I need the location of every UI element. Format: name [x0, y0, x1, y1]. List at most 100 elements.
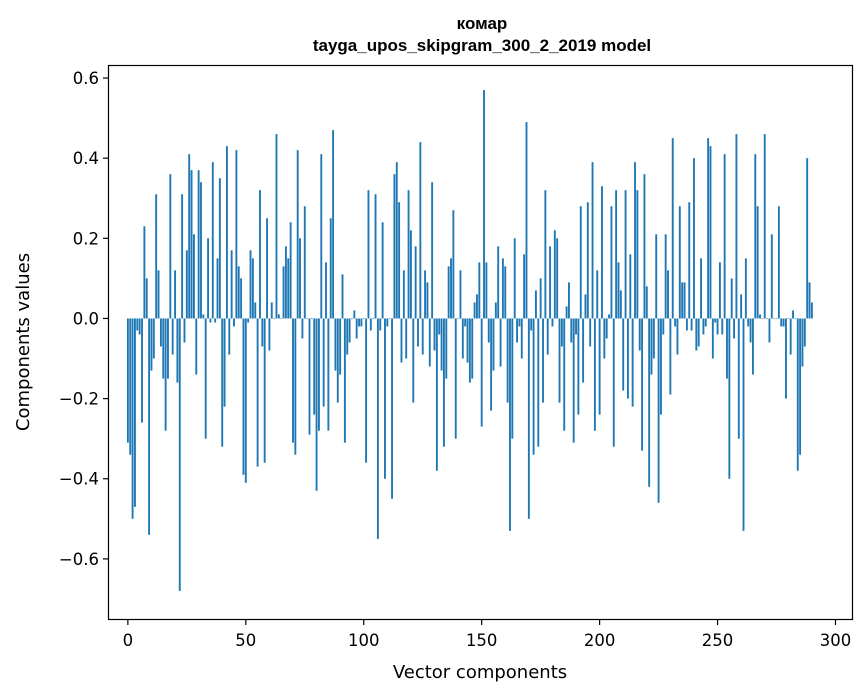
bar: [348, 318, 351, 343]
bar: [200, 182, 202, 319]
bar: [775, 318, 778, 320]
bar: [714, 318, 717, 323]
bar: [726, 318, 728, 379]
bar: [136, 318, 139, 331]
x-tick-label: 300: [820, 631, 852, 650]
bar: [152, 318, 155, 359]
bar: [313, 318, 316, 415]
bar: [624, 190, 627, 319]
bar: [327, 318, 330, 431]
bar: [485, 262, 488, 319]
bar: [648, 318, 651, 487]
bar: [400, 318, 403, 363]
bar: [374, 194, 377, 319]
bar: [362, 318, 365, 320]
bar: [662, 318, 665, 335]
bar: [329, 218, 332, 319]
bar: [254, 302, 257, 319]
bar: [516, 318, 519, 343]
bar: [138, 318, 141, 335]
bar: [688, 202, 691, 319]
bar: [275, 134, 278, 319]
bar: [405, 318, 408, 359]
bar: [459, 270, 462, 319]
bar: [754, 154, 757, 319]
bar: [143, 226, 146, 319]
bar: [159, 318, 162, 347]
bar: [277, 314, 280, 319]
bar: [428, 318, 431, 367]
bar: [766, 318, 769, 320]
bar: [539, 278, 542, 319]
bar: [202, 314, 205, 319]
bar: [148, 318, 151, 535]
bar: [617, 262, 620, 319]
bar: [310, 318, 313, 320]
bar: [669, 318, 672, 395]
chart-subtitle: tayga_upos_skipgram_300_2_2019 model: [313, 36, 651, 55]
bar: [709, 146, 712, 319]
bar: [365, 318, 368, 463]
bar: [478, 262, 481, 319]
bar: [468, 318, 471, 383]
bar: [501, 258, 504, 319]
bar: [353, 310, 356, 319]
y-tick-label: −0.6: [59, 550, 99, 569]
bar: [242, 318, 245, 475]
bar: [424, 270, 427, 319]
bar: [799, 318, 802, 455]
y-tick-label: 0.0: [73, 309, 99, 328]
chart-title: комар: [457, 14, 508, 33]
bar: [794, 318, 797, 320]
bar: [593, 318, 596, 431]
bar: [322, 318, 325, 407]
bar: [506, 318, 509, 403]
bar: [667, 270, 669, 319]
bar: [681, 282, 684, 319]
bar: [296, 150, 299, 319]
bar: [235, 150, 238, 319]
bar: [240, 278, 243, 319]
bar: [518, 318, 521, 327]
bar: [233, 318, 235, 327]
bar: [546, 318, 549, 355]
bar: [431, 182, 434, 319]
bar: [164, 318, 167, 431]
bar: [549, 246, 552, 319]
bar: [483, 90, 485, 319]
y-tick-label: −0.4: [59, 470, 99, 489]
bar: [273, 318, 276, 320]
bar: [723, 154, 726, 319]
bar: [810, 302, 813, 319]
bar: [674, 318, 677, 327]
bar: [735, 134, 738, 319]
bar: [266, 218, 268, 319]
bar: [155, 194, 158, 319]
bar: [801, 318, 804, 367]
bar: [334, 318, 337, 371]
bar: [443, 318, 445, 447]
bar: [426, 282, 429, 319]
bar: [464, 318, 467, 327]
bar: [589, 318, 592, 347]
bar: [626, 318, 629, 399]
bar: [447, 266, 450, 319]
bar: [759, 314, 761, 319]
bar: [476, 294, 478, 319]
bar: [782, 318, 785, 327]
bar: [280, 318, 283, 320]
bar: [402, 270, 405, 319]
bar: [641, 318, 644, 451]
bar: [487, 318, 490, 343]
bar: [181, 194, 184, 319]
bar: [490, 318, 493, 411]
bar: [763, 134, 766, 319]
bar: [737, 318, 740, 439]
bar: [560, 318, 563, 347]
bar: [643, 174, 646, 319]
bar: [612, 318, 615, 447]
bar: [636, 190, 639, 319]
bar: [332, 130, 335, 319]
bar: [376, 318, 379, 539]
